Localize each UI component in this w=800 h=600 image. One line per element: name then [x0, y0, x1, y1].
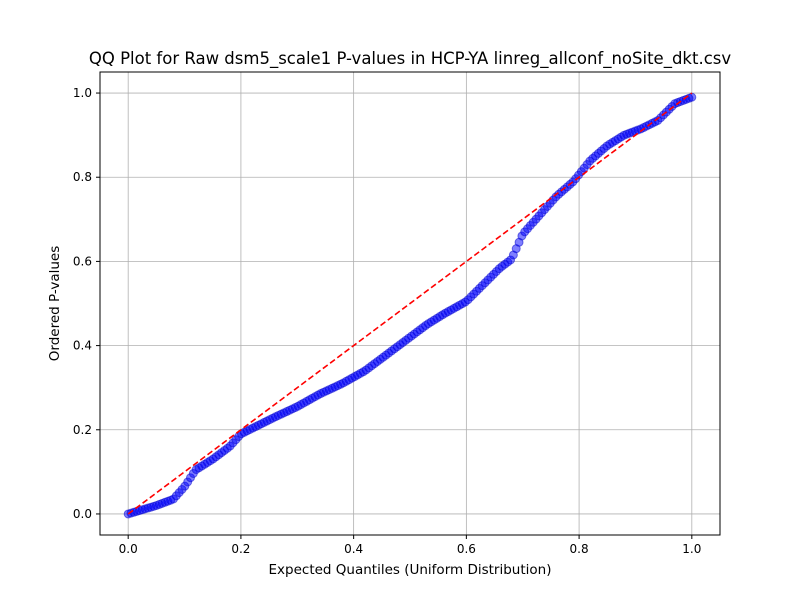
x-tick-label: 0.6 [457, 542, 476, 556]
reference-line [127, 92, 693, 515]
x-axis-ticks: 0.0 0.2 0.4 0.6 0.8 1.0 [119, 535, 701, 556]
x-tick-label: 0.0 [119, 542, 138, 556]
y-axis-ticks: 0.0 0.2 0.4 0.6 0.8 1.0 [73, 86, 100, 521]
y-tick-label: 1.0 [73, 86, 92, 100]
y-axis-label: Ordered P-values [47, 246, 63, 362]
x-tick-label: 0.8 [570, 542, 589, 556]
plot-frame [99, 71, 721, 536]
reference-line-layer [127, 92, 693, 515]
chart-title: QQ Plot for Raw dsm5_scale1 P-values in … [89, 49, 732, 69]
x-axis-label: Expected Quantiles (Uniform Distribution… [269, 562, 552, 578]
grid-lines [100, 72, 720, 535]
y-tick-label: 0.8 [73, 170, 92, 184]
x-tick-label: 1.0 [682, 542, 701, 556]
y-tick-label: 0.0 [73, 507, 92, 521]
data-points [123, 92, 697, 519]
y-tick-label: 0.4 [73, 339, 92, 353]
y-tick-label: 0.2 [73, 423, 92, 437]
y-tick-label: 0.6 [73, 254, 92, 268]
x-tick-label: 0.4 [344, 542, 363, 556]
x-tick-label: 0.2 [231, 542, 250, 556]
data-point [687, 92, 697, 102]
